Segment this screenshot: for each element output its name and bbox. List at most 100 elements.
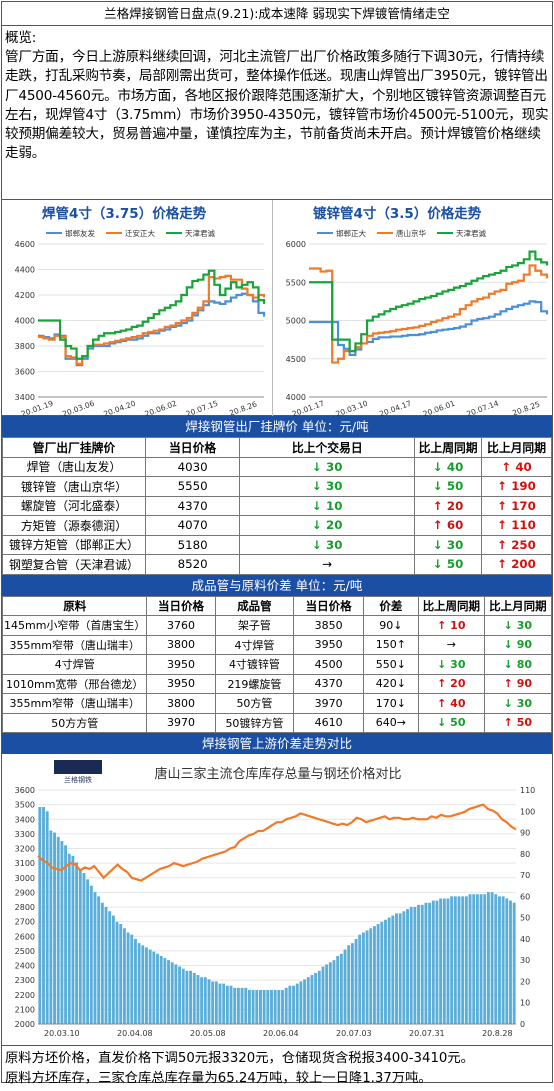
inventory-bar <box>53 832 56 1024</box>
y-left-tick-label: 2700 <box>15 918 35 927</box>
column-header: 成品管 <box>214 595 295 616</box>
price-cell: → <box>239 554 416 575</box>
price-cell: ↓ 40 <box>414 456 483 477</box>
inventory-bar <box>218 983 222 1024</box>
spread-cell: → <box>417 634 485 655</box>
x-tick-label: 20.03.10 <box>335 399 370 416</box>
inventory-bar <box>494 894 498 1024</box>
inventory-bar <box>332 960 336 1024</box>
price-cell: ↑ 190 <box>481 476 552 497</box>
inventory-bar <box>56 836 60 1024</box>
spread-cell: 3950 <box>146 673 216 694</box>
inventory-bar <box>281 989 284 1024</box>
inventory-bar <box>501 896 505 1024</box>
inventory-bar <box>236 987 240 1024</box>
logo-text: 兰格钢铁 <box>64 775 92 784</box>
x-tick-label: 20.8.28 <box>482 1029 513 1038</box>
spread-cell: 640→ <box>362 712 419 733</box>
chart-title: 焊管4寸（3.75）价格走势 <box>42 205 207 222</box>
table-row: 4寸焊管 3950 4寸镀锌管 4500 550↓ ↓ 30 ↓ 80 <box>1 654 553 675</box>
inventory-bar <box>225 985 229 1024</box>
y-tick-label: 5500 <box>286 278 306 287</box>
inventory-bar <box>104 907 108 1024</box>
spread-cell: ↓ 30 <box>483 615 553 636</box>
inventory-bar <box>339 953 343 1024</box>
section1-header: 焊接钢管出厂挂牌价 单位：元/吨 <box>2 416 552 437</box>
column-header: 当日价格 <box>293 595 364 616</box>
inventory-bar <box>450 896 454 1024</box>
inventory-bar <box>398 913 402 1024</box>
inventory-bar <box>170 962 174 1024</box>
price-cell: ↑ 60 <box>414 515 483 536</box>
down-arrow-value: ↓ 50 <box>437 716 466 730</box>
table-row: 145mm小窄带（首唐宝生） 3760 架子管 3850 90↓ ↑ 10 ↓ 30 <box>1 615 553 636</box>
inventory-bar <box>174 964 178 1024</box>
down-arrow-value: ↓ 30 <box>312 479 343 494</box>
price-cell: ↓ 30 <box>239 456 416 477</box>
spread-cell: 355mm窄带（唐山瑞丰） <box>1 634 148 655</box>
inventory-bar <box>292 985 295 1024</box>
spread-cell: ↑ 90 <box>483 673 553 694</box>
inventory-chart-svg: 兰格钢铁 唐山三家主流仓库库存总量与钢坯价格对比 2000 2100 2200 2300 2… <box>15 760 535 1038</box>
inventory-bar <box>255 989 259 1024</box>
inventory-bar <box>240 987 244 1024</box>
legend-label: 邯郸友发 <box>65 228 95 238</box>
column-header: 比上周同期 <box>414 437 483 458</box>
product-name: 螺旋管（河北盛泰） <box>2 495 146 516</box>
overview-text: 管厂方面，今日上游原料继续回调，河北主流管厂出厂价格政策多随行下调30元，行情持… <box>5 49 549 162</box>
series-line <box>38 292 266 367</box>
inventory-bar <box>457 896 461 1024</box>
inventory-bar <box>244 987 248 1024</box>
spread-cell: 架子管 <box>214 615 295 636</box>
inventory-bar <box>453 896 457 1024</box>
price-cell: ↑ 110 <box>481 515 552 536</box>
series-line <box>309 250 549 353</box>
spread-cell: 420↓ <box>362 673 419 694</box>
table-row: 焊管（唐山友发） 4030 ↓ 30 ↓ 40 ↑ 40 <box>2 456 552 477</box>
down-arrow-value: ↓ 40 <box>432 459 464 474</box>
y-left-tick-label: 3600 <box>15 786 35 795</box>
inventory-bar <box>321 966 325 1024</box>
inventory-bar <box>273 989 277 1024</box>
inventory-bar <box>439 898 443 1024</box>
y-left-tick-label: 3500 <box>15 801 35 810</box>
price-cell: 4070 <box>144 515 241 536</box>
spread-cell: 3800 <box>146 693 216 714</box>
x-tick-label: 20.04.08 <box>117 1029 153 1038</box>
inventory-bar <box>189 970 193 1024</box>
inventory-bar <box>262 989 266 1024</box>
x-tick-label: 20.04.20 <box>102 399 137 416</box>
table-row: 镀锌管（唐山京华） 5550 ↓ 30 ↓ 50 ↑ 190 <box>2 476 552 497</box>
column-header: 比上月同期 <box>483 595 553 616</box>
spread-cell: 3800 <box>146 634 216 655</box>
price-cell: ↓ 50 <box>414 554 483 575</box>
y-left-tick-label: 3100 <box>15 859 35 868</box>
table-row: 镀锌方矩管（邯郸正大） 5180 ↓ 30 ↓ 30 ↑ 250 <box>2 534 552 555</box>
legend-label: 邯郸正大 <box>336 228 366 238</box>
inventory-bar <box>266 989 270 1024</box>
price-charts-row: 焊管4寸（3.75）价格走势 邯郸友发 迁安正大 天津君诚 3400 3600 3800 40… <box>2 200 552 416</box>
price-cell: ↓ 30 <box>239 476 416 497</box>
y-left-tick-label: 2300 <box>15 976 35 985</box>
x-tick-label: 20.06.04 <box>263 1029 299 1038</box>
inventory-bar <box>299 981 303 1024</box>
spread-cell: ↑ 40 <box>417 693 485 714</box>
spread-cell: 3760 <box>146 615 216 636</box>
spread-cell: ↓ 30 <box>483 693 553 714</box>
y-tick-label: 6000 <box>286 240 306 249</box>
series-line <box>309 300 549 357</box>
spread-cell: 3950 <box>293 634 364 655</box>
column-header: 管厂出厂挂牌价 <box>2 437 146 458</box>
inventory-bar <box>442 898 446 1024</box>
y-tick-label: 4500 <box>286 355 306 364</box>
product-name: 镀锌管（唐山京华） <box>2 476 146 497</box>
inventory-bar <box>402 911 406 1024</box>
y-right-tick-label: 70 <box>520 871 530 880</box>
down-arrow-value: ↓ 80 <box>503 657 533 671</box>
spread-cell: ↑ 20 <box>417 673 485 694</box>
spread-cell: 4500 <box>293 654 364 675</box>
inventory-bar <box>472 894 476 1024</box>
x-tick-label: 20.03.10 <box>44 1029 80 1038</box>
inventory-bar <box>350 943 354 1024</box>
y-tick-label: 4000 <box>286 393 306 402</box>
